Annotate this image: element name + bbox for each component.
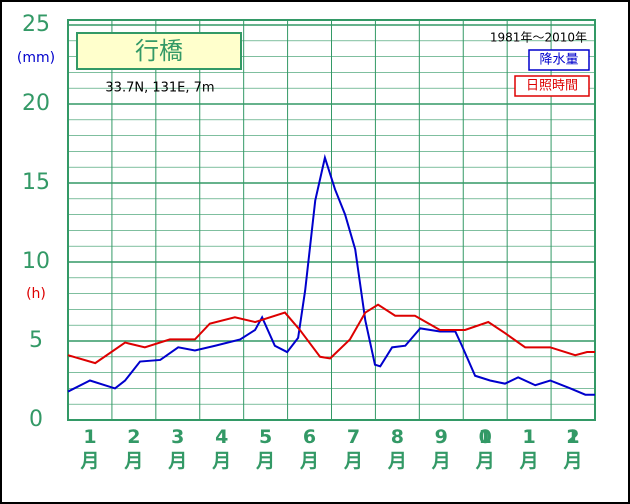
legend-label: 降水量 bbox=[539, 53, 578, 68]
y-tick-label: 15 bbox=[22, 170, 50, 195]
y-tick-label: 5 bbox=[29, 328, 43, 353]
x-tick-label: 12 月 bbox=[563, 426, 583, 472]
y-unit2: (h) bbox=[26, 286, 46, 302]
chart-title: 行橋 bbox=[135, 37, 183, 65]
legend-box bbox=[514, 75, 590, 97]
y-tick-label: 20 bbox=[22, 91, 50, 116]
x-tick-label: 11 月 bbox=[519, 426, 539, 472]
annotation: 1981年〜2010年 bbox=[490, 31, 587, 45]
y-tick-label: 0 bbox=[29, 407, 43, 432]
y-tick-label: 25 bbox=[22, 12, 50, 37]
series-line bbox=[67, 153, 595, 396]
series-line bbox=[67, 303, 595, 365]
title-box bbox=[76, 32, 242, 70]
y-unit: (mm) bbox=[17, 50, 55, 66]
legend-box bbox=[528, 49, 590, 71]
x-tick-label: 10 月 bbox=[475, 426, 495, 472]
subtitle: 33.7N, 131E, 7m bbox=[105, 81, 214, 96]
legend-label: 日照時間 bbox=[526, 79, 578, 94]
y-tick-label: 10 bbox=[22, 249, 50, 274]
plot-border bbox=[67, 19, 596, 421]
